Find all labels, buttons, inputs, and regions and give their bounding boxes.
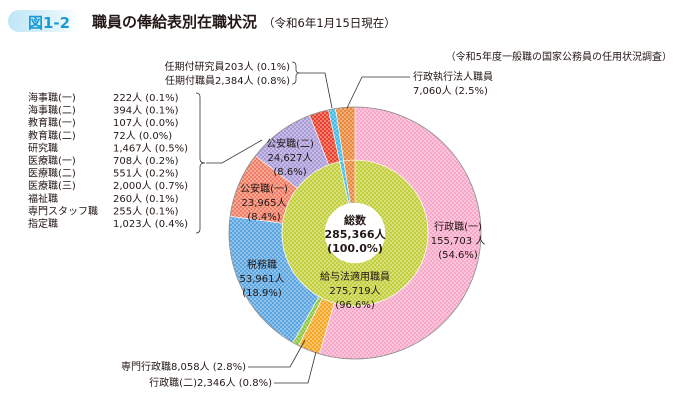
label-koan1-pct: (8.4%) — [247, 212, 280, 223]
breakdown-value: 708人 (0.2%) — [113, 155, 179, 167]
other-breakdown-list: 海事職(一) 222人 (0.1%) 海事職(二) 394人 (0.1%) 教育職(一)… — [28, 91, 188, 230]
breakdown-value: 2,000人 (0.7%) — [113, 180, 188, 192]
label-kyuyo-pct: (96.6%) — [335, 300, 375, 311]
label-gyosei1-pct: (54.6%) — [438, 250, 478, 261]
breakdown-name: 海事職(一) — [28, 91, 76, 104]
leader-gyosei2 — [274, 351, 317, 384]
label-gyosei-shikko-name: 行政執行法人職員 — [413, 70, 493, 83]
breakdown-name: 教育職(一) — [28, 116, 76, 129]
breakdown-name: 医療職(一) — [28, 154, 76, 167]
brace-fixed-term — [291, 61, 301, 85]
gyosei-shikko-value: 7,060人 — [413, 85, 452, 97]
label-koan1-value: 23,965人 — [242, 197, 287, 209]
brace-other — [195, 92, 206, 234]
total-label: 総数 — [344, 213, 367, 227]
outer-ring — [228, 106, 482, 360]
title-text: 職員の俸給表別在職状況 — [92, 13, 258, 31]
breakdown-value: 255人 (0.1%) — [113, 205, 179, 217]
callout-senmon: 専門行政職8,058人 (2.8%) — [121, 360, 246, 373]
breakdown-value: 394人 (0.1%) — [113, 105, 179, 117]
breakdown-value: 1,467人 (0.5%) — [113, 142, 188, 154]
fixed-term-researcher: 任期付研究員203人 (0.1%) — [165, 60, 291, 73]
chart-title: 職員の俸給表別在職状況 （令和6年1月15日現在） — [92, 11, 396, 32]
total-value: 285,366人 — [324, 227, 386, 241]
breakdown-name: 海事職(二) — [28, 104, 76, 117]
leader-senmon — [248, 339, 306, 368]
label-zeimu-value: 53,961人 — [240, 273, 285, 285]
breakdown-value: 222人 (0.1%) — [113, 92, 179, 104]
breakdown-value: 260人 (0.1%) — [113, 193, 179, 205]
label-kyuyo-value: 275,719人 — [329, 285, 380, 297]
figure-label: 図1-2 — [28, 14, 71, 32]
leader-fixed-term — [300, 72, 333, 109]
breakdown-name: 医療職(三) — [28, 179, 76, 192]
label-koan1-name: 公安職(一) — [240, 182, 288, 195]
label-koan2-name: 公安職(二) — [266, 137, 314, 150]
leader-other — [206, 139, 263, 164]
label-koan2-value: 24,627人 — [268, 152, 313, 164]
fixed-term-staff: 任期付職員2,384人 (0.8%) — [165, 74, 290, 87]
breakdown-name: 医療職(二) — [28, 167, 76, 180]
title-note: （令和6年1月15日現在） — [263, 16, 396, 30]
callout-gyosei2: 行政職(二)2,346人 (0.8%) — [149, 376, 272, 389]
breakdown-value: 107人 (0.0%) — [113, 117, 179, 129]
label-zeimu-name: 税務職 — [247, 258, 277, 271]
breakdown-name: 研究職 — [28, 141, 58, 154]
breakdown-value: 72人 (0.0%) — [113, 130, 172, 142]
gyosei-shikko-pct: (2.5%) — [455, 86, 488, 97]
label-zeimu-pct: (18.9%) — [242, 288, 282, 299]
breakdown-name: 教育職(二) — [28, 129, 76, 142]
label-kyuyo-name: 給与法適用職員 — [320, 270, 390, 283]
breakdown-name: 福祉職 — [28, 192, 58, 205]
label-gyosei1-name: 行政職(一) — [434, 220, 482, 233]
outer-border — [228, 106, 482, 360]
breakdown-name: 指定職 — [28, 217, 58, 230]
breakdown-value: 551人 (0.2%) — [113, 168, 179, 180]
center-hole — [325, 203, 385, 263]
label-koan2-pct: (8.6%) — [273, 167, 306, 178]
breakdown-value: 1,023人 (0.4%) — [113, 218, 188, 230]
source-note: （令和5年度一般職の国家公務員の任用状況調査） — [446, 50, 672, 63]
label-gyosei-shikko-value: 7,060人 (2.5%) — [413, 85, 488, 97]
leader-gyosei-shikko — [346, 76, 410, 109]
figure-badge: 図1-2 — [8, 10, 78, 32]
label-gyosei1-value: 155,703 人 — [431, 235, 486, 247]
total-pct: (100.0%) — [327, 242, 383, 255]
breakdown-name: 専門スタッフ職 — [28, 205, 98, 217]
